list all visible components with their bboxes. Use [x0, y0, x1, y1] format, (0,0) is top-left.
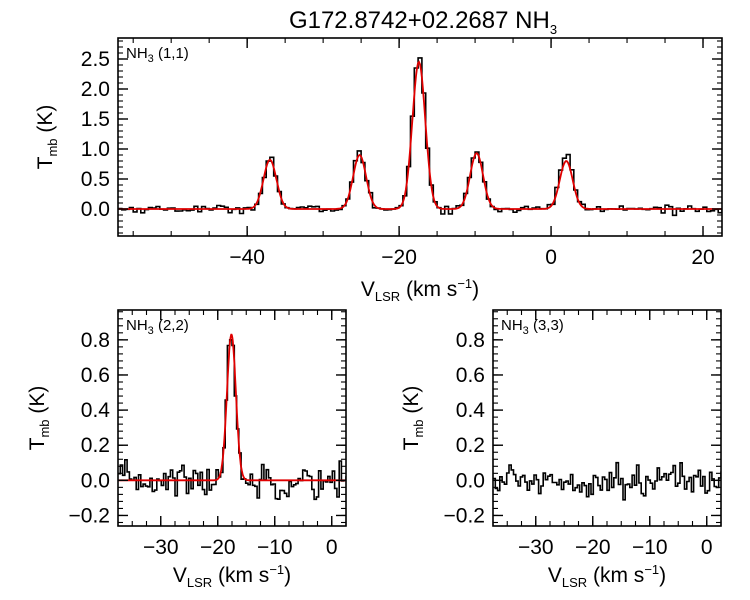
- y-tick-label: 2.0: [81, 78, 110, 101]
- y-tick-label: 0.8: [81, 329, 110, 352]
- figure-title: G172.8742+02.2687 NH3: [289, 7, 557, 37]
- y-tick-label: 1.5: [81, 108, 110, 131]
- plot-frame: [492, 309, 722, 527]
- panel-label: NH3 (1,1): [126, 45, 189, 65]
- gaussian-fit-line: [118, 60, 722, 210]
- x-tick-label: −30: [143, 536, 179, 559]
- y-axis-label: Tmb (K): [34, 105, 60, 170]
- y-tick-label: 0.6: [456, 364, 485, 387]
- y-tick-label: 0.0: [81, 198, 110, 221]
- observed-spectrum: [493, 461, 721, 501]
- x-tick-label: −20: [200, 536, 236, 559]
- observed-spectrum: [118, 339, 346, 501]
- y-tick-label: 0.2: [81, 434, 110, 457]
- panel-label: NH3 (2,2): [126, 317, 189, 337]
- x-tick-label: −30: [518, 536, 554, 559]
- y-tick-label: 2.5: [81, 48, 110, 71]
- x-tick-label: 0: [545, 246, 557, 269]
- gaussian-fit-line: [118, 333, 346, 482]
- y-axis-label: Tmb (K): [26, 386, 52, 451]
- y-tick-label: 1.0: [81, 138, 110, 161]
- x-tick-label: −20: [381, 246, 417, 269]
- x-tick-label: −10: [632, 536, 668, 559]
- y-tick-label: 0.5: [81, 168, 110, 191]
- x-tick-label: −40: [229, 246, 265, 269]
- x-tick-label: −20: [575, 536, 611, 559]
- y-tick-label: 0.0: [81, 469, 110, 492]
- panel-nh3-1-1: −40 −20 0 20 0.0 0.5 1.0 1.5 2.0 2.5 NH3 (1,1) VLSR…: [34, 37, 723, 304]
- y-tick-label: −0.2: [444, 504, 485, 527]
- x-tick-label: 0: [326, 536, 338, 559]
- y-tick-label: 0.0: [456, 469, 485, 492]
- y-axis-label: Tmb (K): [400, 386, 426, 451]
- x-tick-label: 0: [701, 536, 713, 559]
- x-axis-label: VLSR (km s−1): [173, 562, 291, 590]
- x-axis-label: VLSR (km s−1): [548, 562, 666, 590]
- y-tick-label: 0.2: [456, 434, 485, 457]
- y-tick-label: −0.2: [69, 504, 110, 527]
- panel-label: NH3 (3,3): [501, 317, 564, 337]
- y-tick-label: 0.8: [456, 329, 485, 352]
- x-tick-label: 20: [691, 246, 714, 269]
- panel-nh3-2-2: −30 −20 −10 0 −0.2 0.0 0.2 0.4 0.6 0.8 NH3 (2,2) VL…: [26, 309, 347, 590]
- y-tick-label: 0.4: [81, 399, 111, 422]
- panel-nh3-3-3: −30 −20 −10 0 −0.2 0.0 0.2 0.4 0.6 0.8 NH3 (3,3) VL…: [400, 309, 722, 590]
- x-axis-label: VLSR (km s−1): [361, 276, 479, 304]
- x-tick-label: −10: [257, 536, 293, 559]
- y-tick-label: 0.4: [456, 399, 486, 422]
- y-tick-label: 0.6: [81, 364, 110, 387]
